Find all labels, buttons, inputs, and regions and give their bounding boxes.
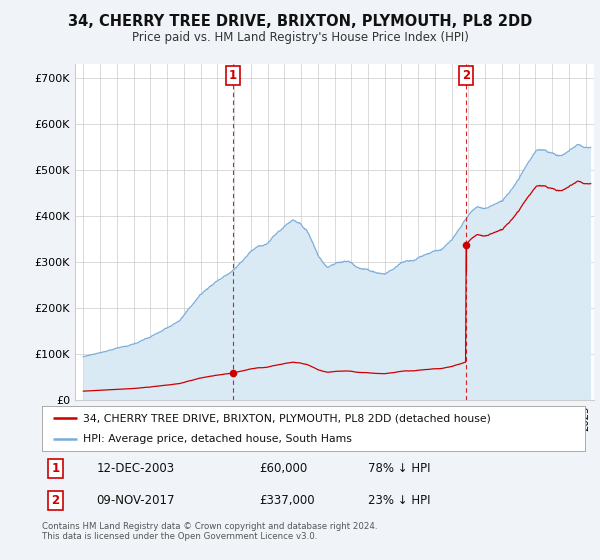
Text: 12-DEC-2003: 12-DEC-2003 xyxy=(97,462,175,475)
Text: Price paid vs. HM Land Registry's House Price Index (HPI): Price paid vs. HM Land Registry's House … xyxy=(131,31,469,44)
Point xyxy=(229,368,238,377)
Text: 09-NOV-2017: 09-NOV-2017 xyxy=(97,494,175,507)
Text: 34, CHERRY TREE DRIVE, BRIXTON, PLYMOUTH, PL8 2DD: 34, CHERRY TREE DRIVE, BRIXTON, PLYMOUTH… xyxy=(68,14,532,29)
Text: Contains HM Land Registry data © Crown copyright and database right 2024.
This d: Contains HM Land Registry data © Crown c… xyxy=(42,522,377,542)
Text: 2: 2 xyxy=(52,494,59,507)
Text: 78% ↓ HPI: 78% ↓ HPI xyxy=(368,462,430,475)
Text: 1: 1 xyxy=(229,69,237,82)
Text: 1: 1 xyxy=(52,462,59,475)
Text: HPI: Average price, detached house, South Hams: HPI: Average price, detached house, Sout… xyxy=(83,433,352,444)
Text: 34, CHERRY TREE DRIVE, BRIXTON, PLYMOUTH, PL8 2DD (detached house): 34, CHERRY TREE DRIVE, BRIXTON, PLYMOUTH… xyxy=(83,413,491,423)
Text: 2: 2 xyxy=(462,69,470,82)
Text: £337,000: £337,000 xyxy=(259,494,315,507)
Point xyxy=(461,241,471,250)
Text: 23% ↓ HPI: 23% ↓ HPI xyxy=(368,494,430,507)
Text: £60,000: £60,000 xyxy=(259,462,307,475)
